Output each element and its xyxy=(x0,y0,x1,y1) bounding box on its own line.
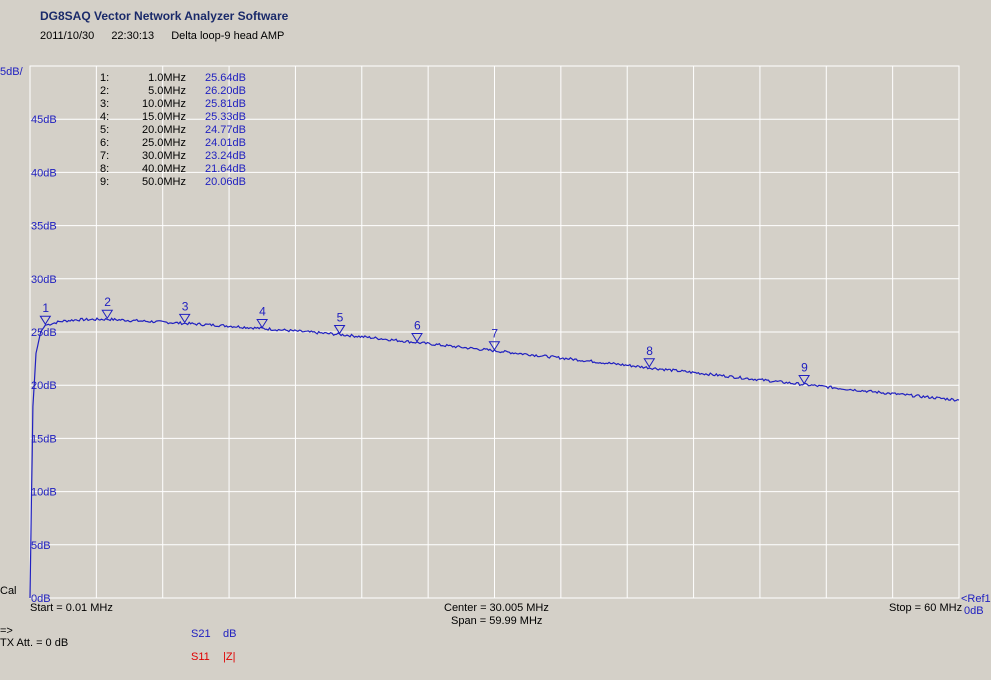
ref-value: 0dB xyxy=(964,605,984,617)
y-tick-label: 0dB xyxy=(31,593,51,605)
marker-index: 2: xyxy=(100,85,110,97)
y-tick-label: 20dB xyxy=(31,380,57,392)
stop-frequency: Stop = 60 MHz xyxy=(889,602,963,614)
marker-value: 25.64dB xyxy=(205,72,246,84)
marker-8[interactable]: 8 xyxy=(643,344,656,368)
trace-s11-format[interactable]: |Z| xyxy=(223,651,236,663)
marker-value: 24.77dB xyxy=(205,124,246,136)
marker-label: 9 xyxy=(801,361,808,375)
marker-index: 9: xyxy=(100,176,110,188)
y-tick-labels: 45dB 40dB 35dB 30dB 25dB 20dB 15dB 10dB 5dB 0dB xyxy=(31,114,57,605)
marker-value: 24.01dB xyxy=(205,137,246,149)
marker-row: 6: 25.0MHz 24.01dB xyxy=(100,137,246,150)
marker-frequency: 25.0MHz xyxy=(141,137,186,149)
marker-label: 2 xyxy=(104,295,111,309)
marker-index: 7: xyxy=(100,150,110,162)
marker-label: 6 xyxy=(414,319,421,333)
marker-triangle-icon xyxy=(488,341,501,351)
marker-triangle-icon xyxy=(101,309,114,320)
trace-markers[interactable]: 1 2 3 4 5 6 7 8 9 xyxy=(39,295,811,385)
y-tick-label: 45dB xyxy=(31,114,57,126)
marker-row: 9: 50.0MHz 20.06dB xyxy=(100,176,246,189)
marker-value: 20.06dB xyxy=(205,176,246,188)
cal-label: Cal xyxy=(0,585,17,597)
marker-index: 3: xyxy=(100,98,110,110)
marker-6[interactable]: 6 xyxy=(411,319,423,343)
y-tick-label: 15dB xyxy=(31,433,57,445)
marker-row: 4: 15.0MHz 25.33dB xyxy=(100,111,246,124)
marker-table: 1: 1.0MHz 25.64dB 2: 5.0MHz 26.20dB 3: 10.0MHz 2… xyxy=(100,72,246,189)
marker-2[interactable]: 2 xyxy=(101,295,114,320)
marker-row: 5: 20.0MHz 24.77dB xyxy=(100,124,246,137)
marker-frequency: 15.0MHz xyxy=(141,111,186,123)
y-tick-label: 40dB xyxy=(31,167,57,179)
marker-label: 8 xyxy=(646,344,653,358)
start-frequency: Start = 0.01 MHz xyxy=(30,602,113,614)
marker-frequency: 20.0MHz xyxy=(141,124,186,136)
measurement-info: 2011/10/30 22:30:13 Delta loop-9 head AM… xyxy=(40,30,298,42)
marker-triangle-icon xyxy=(411,333,423,343)
marker-triangle-icon xyxy=(798,375,811,385)
marker-3[interactable]: 3 xyxy=(178,299,191,324)
trace-s21-param[interactable]: S21 xyxy=(191,628,211,640)
marker-5[interactable]: 5 xyxy=(333,310,346,335)
measurement-name: Delta loop-9 head AMP xyxy=(171,30,285,42)
span-frequency: Span = 59.99 MHz xyxy=(451,615,543,627)
marker-label: 3 xyxy=(182,299,189,313)
marker-frequency: 5.0MHz xyxy=(148,85,186,97)
center-frequency: Center = 30.005 MHz xyxy=(444,602,549,614)
marker-row: 2: 5.0MHz 26.20dB xyxy=(100,85,246,98)
marker-index: 8: xyxy=(100,163,110,175)
marker-label: 1 xyxy=(42,301,49,315)
marker-value: 25.81dB xyxy=(205,98,246,110)
marker-frequency: 10.0MHz xyxy=(141,98,186,110)
marker-1[interactable]: 1 xyxy=(39,301,52,326)
marker-frequency: 30.0MHz xyxy=(141,150,186,162)
y-tick-label: 25dB xyxy=(31,327,57,339)
marker-row: 1: 1.0MHz 25.64dB xyxy=(100,72,246,85)
y-tick-label: 35dB xyxy=(31,221,57,233)
marker-value: 21.64dB xyxy=(205,163,246,175)
marker-frequency: 40.0MHz xyxy=(141,163,186,175)
marker-frequency: 50.0MHz xyxy=(141,176,186,188)
marker-row: 7: 30.0MHz 23.24dB xyxy=(100,150,246,163)
ref-label: <Ref1 xyxy=(961,593,991,605)
trace-s11-param[interactable]: S11 xyxy=(191,651,210,663)
scale-label: 5dB/ xyxy=(0,66,23,78)
marker-9[interactable]: 9 xyxy=(798,361,811,385)
marker-triangle-icon xyxy=(256,318,269,329)
marker-label: 5 xyxy=(337,310,344,324)
marker-triangle-icon xyxy=(643,358,656,368)
marker-triangle-icon xyxy=(178,313,191,324)
time-text: 22:30:13 xyxy=(111,30,155,42)
marker-value: 25.33dB xyxy=(205,111,246,123)
y-tick-label: 30dB xyxy=(31,274,57,286)
y-tick-label: 5dB xyxy=(31,540,51,552)
marker-index: 6: xyxy=(100,137,110,149)
marker-label: 4 xyxy=(259,304,266,318)
marker-frequency: 1.0MHz xyxy=(148,72,186,84)
marker-index: 4: xyxy=(100,111,110,123)
marker-index: 5: xyxy=(100,124,110,136)
marker-4[interactable]: 4 xyxy=(256,304,269,329)
date-text: 2011/10/30 xyxy=(40,30,95,42)
marker-triangle-icon xyxy=(39,315,52,326)
grid xyxy=(30,66,959,598)
trace-s21-format[interactable]: dB xyxy=(223,628,237,640)
marker-value: 23.24dB xyxy=(205,150,246,162)
y-tick-label: 10dB xyxy=(31,487,57,499)
marker-row: 8: 40.0MHz 21.64dB xyxy=(100,163,246,176)
arrow-indicator: => xyxy=(0,625,13,637)
app-title: DG8SAQ Vector Network Analyzer Software xyxy=(40,9,289,23)
marker-index: 1: xyxy=(100,72,110,84)
tx-attenuation: TX Att. = 0 dB xyxy=(0,637,69,649)
marker-value: 26.20dB xyxy=(205,85,246,97)
marker-label: 7 xyxy=(491,327,498,341)
marker-row: 3: 10.0MHz 25.81dB xyxy=(100,98,246,111)
marker-7[interactable]: 7 xyxy=(488,327,501,351)
marker-triangle-icon xyxy=(333,324,346,335)
